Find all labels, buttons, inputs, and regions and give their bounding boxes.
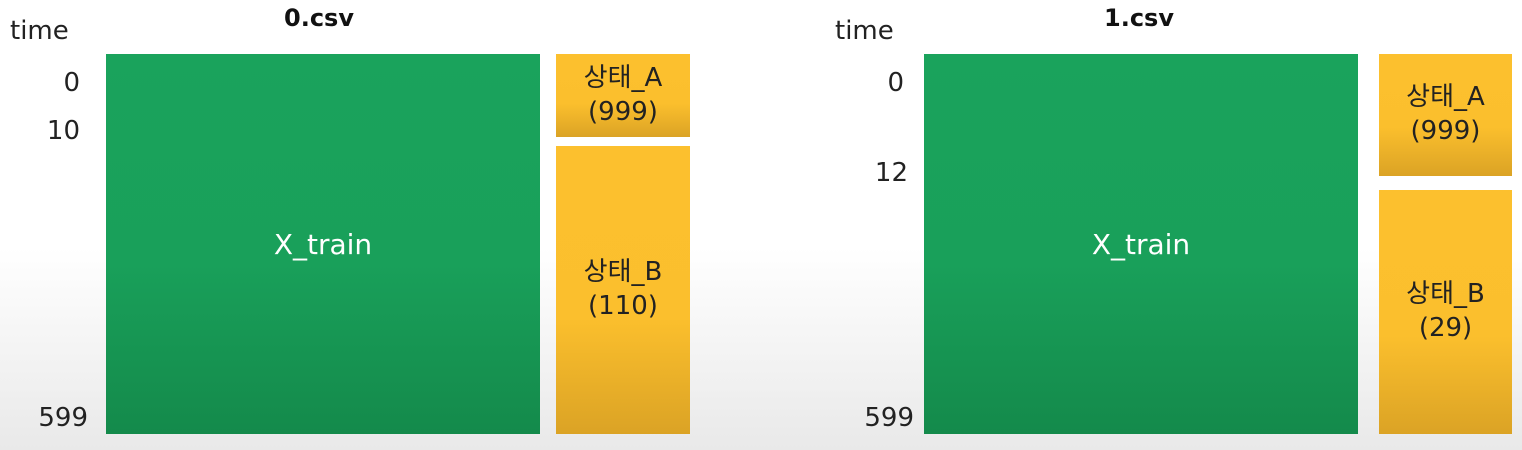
tick-label: 10 [46, 116, 80, 146]
state-b-count: (110) [588, 291, 658, 321]
tick-label: 599 [864, 403, 914, 433]
state-b-name: 상태_B [583, 257, 663, 288]
tick-label: 0 [887, 68, 904, 98]
x-train-label: X_train [273, 227, 373, 261]
state-a-count: (999) [588, 96, 658, 127]
state-b-name: 상태_B [1406, 279, 1485, 310]
x-train-block: X_train [106, 54, 540, 434]
x-train-block: X_train [924, 54, 1358, 434]
x-train-label: X_train [1091, 227, 1191, 261]
tick-label: 0 [63, 68, 80, 98]
tick-label: 599 [38, 403, 88, 433]
panel-title: 1.csv [1104, 4, 1174, 32]
state-a-name: 상태_A [583, 62, 663, 93]
panel-title: 0.csv [284, 4, 354, 32]
state-a-block: 상태_A (999) [1379, 54, 1512, 176]
state-b-block: 상태_B (110) [556, 146, 690, 434]
state-a-name: 상태_A [1406, 82, 1485, 113]
tick-label: 12 [874, 158, 908, 188]
state-b-count: (29) [1418, 313, 1473, 343]
axis-title: time [835, 16, 894, 46]
state-b-block: 상태_B (29) [1379, 190, 1512, 434]
state-a-count: (999) [1410, 116, 1481, 146]
state-a-block: 상태_A (999) [556, 54, 690, 137]
axis-title: time [10, 16, 69, 46]
